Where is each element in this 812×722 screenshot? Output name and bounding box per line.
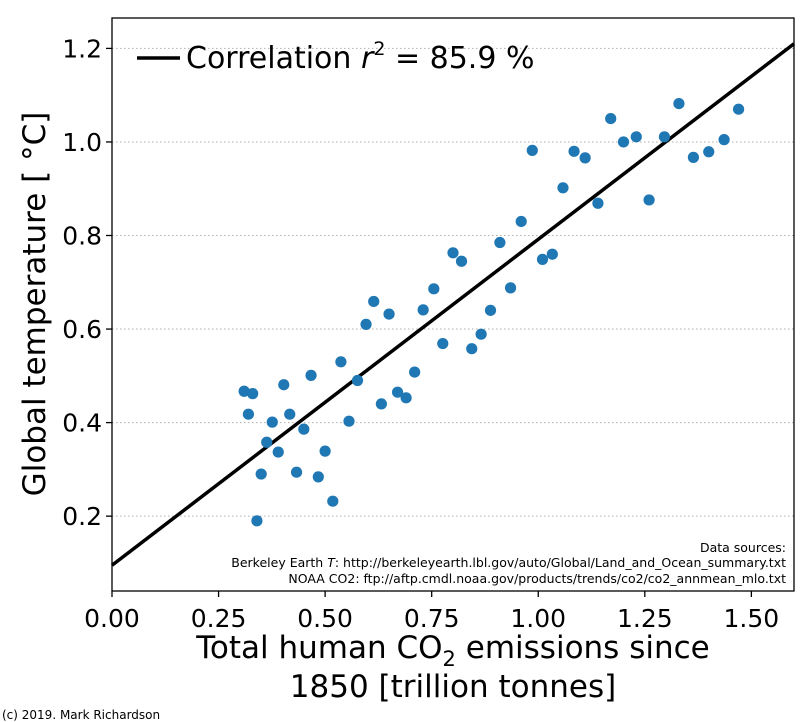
x-tick-label: 0.25 bbox=[191, 604, 247, 633]
data-point bbox=[605, 112, 617, 125]
fit-line-layer bbox=[110, 42, 796, 567]
data-point bbox=[278, 379, 290, 391]
y-tick-label: 0.4 bbox=[62, 409, 102, 438]
data-point bbox=[579, 152, 591, 164]
y-tick-label: 1.2 bbox=[62, 34, 102, 63]
data-points bbox=[238, 97, 745, 527]
data-point bbox=[466, 343, 478, 355]
x-tick-label: 1.00 bbox=[510, 604, 566, 633]
sources-berkeley: Berkeley Earth T: http://berkeleyearth.l… bbox=[231, 555, 786, 570]
x-axis-ticks: 0.00 0.25 0.50 0.75 1.00 1.25 1.50 bbox=[84, 591, 779, 633]
data-point bbox=[732, 103, 745, 115]
data-point bbox=[327, 495, 339, 507]
data-point bbox=[242, 408, 254, 420]
x-tick-label: 1.50 bbox=[724, 604, 780, 633]
y-axis-ticks: 0.2 0.4 0.6 0.8 1.0 1.2 bbox=[62, 34, 112, 531]
data-point bbox=[617, 136, 630, 148]
data-point bbox=[272, 446, 284, 458]
data-point bbox=[515, 215, 527, 228]
data-point bbox=[536, 253, 549, 265]
data-point bbox=[335, 356, 347, 368]
data-point bbox=[703, 146, 715, 158]
data-point bbox=[312, 471, 324, 483]
legend-label: Correlation r2 = 85.9 % bbox=[186, 38, 534, 76]
data-point bbox=[673, 97, 685, 110]
x-tick-label: 0.50 bbox=[297, 604, 353, 633]
data-point bbox=[437, 337, 449, 350]
y-axis-label: Global temperature [ °C] bbox=[17, 112, 53, 497]
data-point bbox=[428, 283, 440, 295]
data-point bbox=[592, 197, 604, 209]
data-point bbox=[557, 182, 569, 194]
data-point bbox=[351, 374, 364, 387]
credit-text: (c) 2019. Mark Richardson bbox=[2, 708, 160, 722]
data-point bbox=[687, 151, 700, 163]
y-tick-label: 1.0 bbox=[62, 128, 102, 157]
data-point bbox=[409, 366, 421, 378]
data-point bbox=[504, 282, 517, 294]
y-tick-label: 0.2 bbox=[62, 502, 102, 531]
data-point bbox=[643, 194, 655, 206]
data-point bbox=[417, 304, 429, 316]
x-tick-label: 1.25 bbox=[617, 604, 673, 633]
data-point bbox=[360, 318, 372, 330]
data-point bbox=[255, 468, 267, 480]
data-point bbox=[568, 145, 580, 157]
data-point bbox=[261, 436, 273, 448]
data-point bbox=[455, 255, 468, 267]
y-tick-label: 0.6 bbox=[62, 315, 102, 344]
data-point bbox=[383, 308, 395, 320]
data-point bbox=[658, 131, 671, 143]
data-point bbox=[447, 247, 459, 259]
data-point bbox=[494, 236, 506, 249]
data-point bbox=[484, 304, 497, 316]
data-point bbox=[251, 515, 263, 527]
sources-noaa: NOAA CO2: ftp://aftp.cmdl.noaa.gov/produ… bbox=[288, 571, 786, 586]
y-tick-label: 0.8 bbox=[62, 222, 102, 251]
x-tick-label: 0.75 bbox=[404, 604, 460, 633]
x-tick-label: 0.00 bbox=[84, 604, 140, 633]
x-axis-label-line2: 1850 [trillion tonnes] bbox=[290, 669, 616, 705]
data-point bbox=[319, 445, 331, 457]
data-point bbox=[368, 295, 380, 308]
grid-lines bbox=[112, 47, 794, 517]
data-point bbox=[400, 392, 412, 404]
data-point bbox=[546, 248, 558, 260]
sources-header: Data sources: bbox=[700, 540, 786, 555]
plot-frame bbox=[111, 17, 795, 592]
data-point bbox=[290, 466, 303, 478]
data-point bbox=[630, 131, 642, 143]
data-point bbox=[284, 408, 296, 420]
data-point bbox=[305, 369, 317, 381]
data-point bbox=[526, 144, 538, 156]
data-point bbox=[247, 388, 259, 400]
data-point bbox=[266, 416, 278, 428]
data-point bbox=[298, 423, 310, 435]
data-point bbox=[238, 385, 250, 397]
data-point bbox=[718, 134, 730, 146]
data-point bbox=[475, 328, 487, 340]
fit-line bbox=[110, 42, 796, 567]
data-point bbox=[375, 398, 387, 410]
data-point bbox=[343, 415, 355, 427]
x-axis-label-line1: Total human CO2 emissions since bbox=[195, 630, 709, 671]
data-point bbox=[391, 386, 404, 398]
